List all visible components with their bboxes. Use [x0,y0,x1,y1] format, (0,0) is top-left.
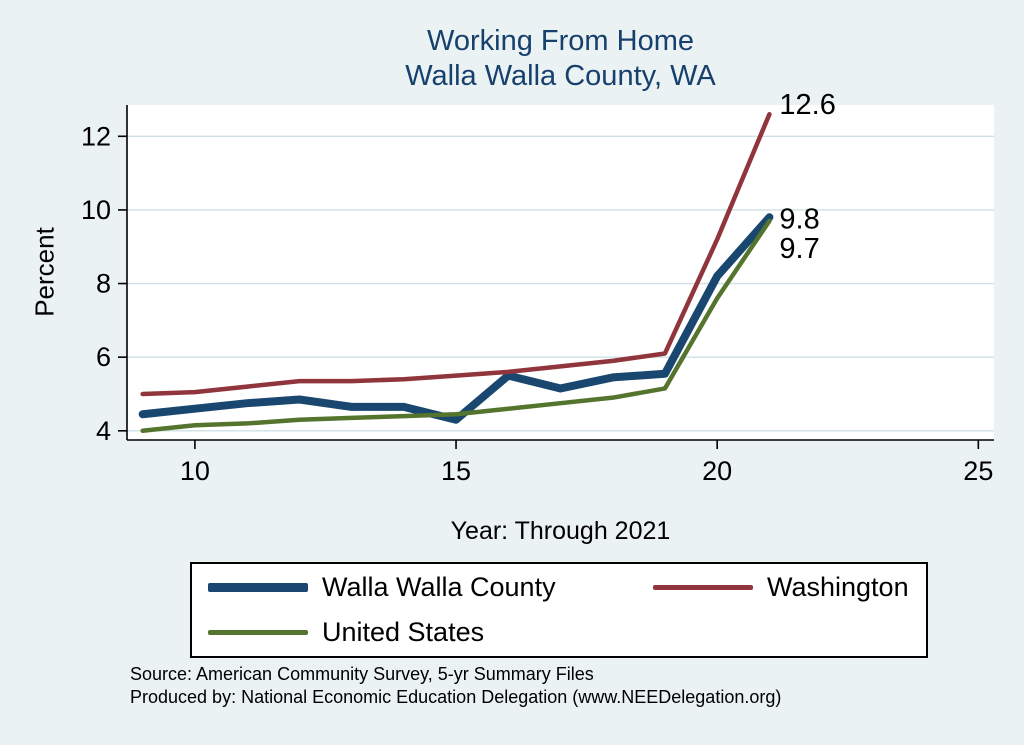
x-tick-label: 10 [180,456,210,486]
legend-label-walla-walla: Walla Walla County [322,572,556,602]
legend-swatch-washington [653,585,753,590]
series-line-washington [140,111,772,397]
chart-title-line2: Walla Walla County, WA [405,60,716,92]
legend-swatch-walla-walla [208,583,308,592]
end-value-label: 9.8 [779,203,819,235]
legend-label-washington: Washington [767,572,909,602]
y-axis-label: Percent [29,227,60,317]
end-value-label: 12.6 [779,89,835,121]
footer-notes: Source: American Community Survey, 5-yr … [130,663,781,709]
y-tick-label: 10 [81,195,111,225]
x-tick-label: 20 [702,456,732,486]
legend-swatch-united-states [208,630,308,635]
y-tick-label: 12 [81,121,111,151]
legend-item-united-states: United States [192,617,637,648]
y-tick-label: 6 [96,342,111,372]
footer-produced-by: Produced by: National Economic Education… [130,687,782,707]
footer-source: Source: American Community Survey, 5-yr … [130,664,594,684]
y-tick-label: 4 [96,416,111,446]
legend-item-washington: Washington [637,572,926,603]
series-line-walla-walla-county [138,213,774,424]
x-tick-label: 25 [963,456,993,486]
legend-label-united-states: United States [322,617,485,647]
x-tick-label: 15 [441,456,471,486]
chart-title: Working From Home Walla Walla County, WA [127,24,994,94]
chart-title-line1: Working From Home [427,25,694,57]
series-line-united-states [140,218,772,434]
legend-item-walla-walla: Walla Walla County [192,572,637,603]
y-tick-label: 8 [96,269,111,299]
x-axis-label: Year: Through 2021 [450,517,671,545]
end-value-label: 9.7 [779,233,819,265]
legend-box: Walla Walla County Washington United Sta… [190,562,928,658]
